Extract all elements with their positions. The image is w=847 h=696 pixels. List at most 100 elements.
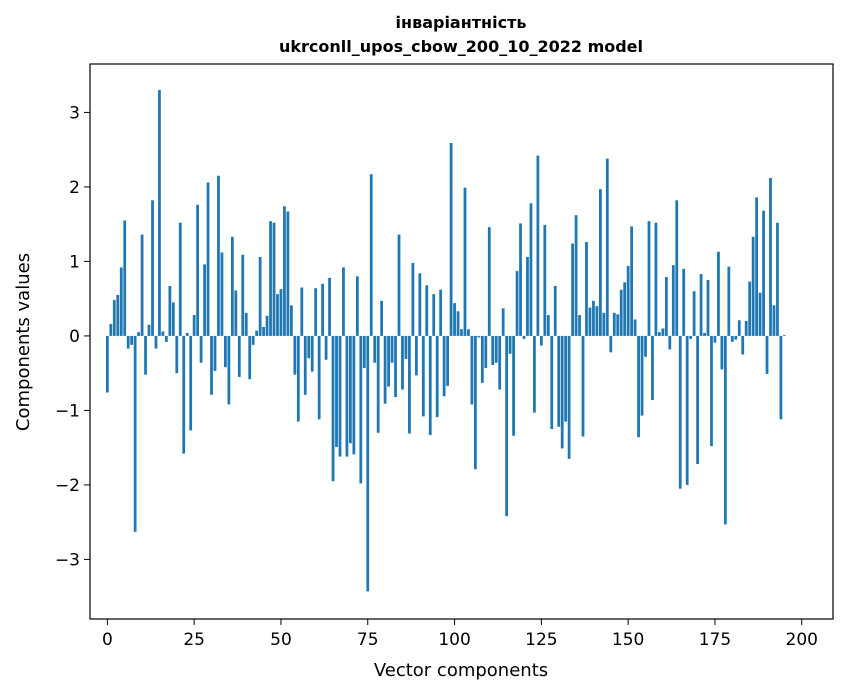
bar-component-99 [449, 142, 453, 336]
bar-component-109 [484, 335, 488, 368]
bar-component-26 [196, 204, 200, 336]
bar-component-42 [251, 335, 255, 345]
bar-component-59 [310, 335, 314, 372]
bar-component-67 [338, 335, 342, 457]
y-axis-ticks: −3 −2 −1 0 1 2 3 [55, 103, 90, 570]
x-axis-ticks: 0 25 50 75 100 125 150 175 200 [102, 619, 818, 650]
bar-component-190 [765, 335, 769, 374]
bar-component-94 [432, 294, 436, 336]
bar-component-39 [241, 254, 245, 336]
bar-component-21 [178, 222, 182, 336]
bar-component-76 [369, 174, 373, 336]
bar-component-151 [630, 226, 634, 336]
bar-component-114 [501, 308, 505, 336]
bar-component-137 [581, 335, 585, 437]
bar-component-97 [442, 335, 446, 397]
bar-component-12 [147, 324, 151, 336]
bar-component-25 [192, 315, 196, 336]
bar-component-41 [248, 335, 252, 380]
x-tick-label: 0 [102, 630, 113, 650]
bar-component-52 [286, 211, 290, 336]
bar-component-10 [140, 234, 144, 336]
bar-component-160 [661, 328, 665, 336]
bar-component-171 [699, 274, 703, 336]
bar-component-129 [553, 286, 557, 336]
bar-component-38 [237, 335, 241, 377]
bar-component-156 [647, 221, 651, 336]
bar-component-69 [345, 335, 349, 457]
bar-component-5 [123, 220, 127, 336]
bar-component-101 [456, 311, 460, 336]
bar-component-68 [342, 267, 345, 336]
bar-component-155 [644, 335, 647, 357]
bar-component-34 [224, 335, 227, 368]
bar-component-195 [783, 335, 786, 336]
bar-component-89 [414, 335, 418, 376]
bar-component-63 [324, 335, 328, 360]
bar-component-71 [352, 335, 356, 455]
bar-component-189 [762, 210, 765, 336]
bar-component-170 [696, 335, 699, 465]
bar-component-130 [557, 335, 561, 427]
bar-component-50 [279, 288, 283, 336]
x-tick-label: 50 [270, 630, 292, 650]
bar-component-60 [314, 288, 318, 336]
bar-component-184 [744, 321, 748, 336]
bar-component-86 [404, 335, 408, 359]
bar-component-2 [112, 300, 116, 336]
bar-component-80 [383, 335, 387, 404]
bar-component-161 [664, 277, 668, 336]
bar-component-146 [612, 312, 616, 336]
bar-component-185 [748, 281, 752, 336]
bar-component-78 [376, 335, 380, 433]
bar-component-79 [380, 300, 384, 336]
bar-component-6 [126, 335, 130, 349]
bar-component-172 [703, 332, 706, 336]
x-tick-label: 175 [699, 630, 731, 650]
bar-component-0 [105, 335, 109, 393]
bar-component-142 [598, 189, 602, 336]
y-tick-label: 1 [69, 252, 80, 272]
bar-component-13 [151, 200, 154, 336]
bar-component-164 [675, 200, 679, 336]
bar-component-51 [283, 206, 286, 336]
bar-component-53 [289, 305, 293, 336]
bar-component-9 [137, 332, 140, 336]
bar-component-93 [428, 335, 432, 435]
bar-component-183 [741, 335, 745, 355]
bar-component-194 [779, 335, 783, 420]
bar-component-169 [692, 291, 696, 336]
bar-component-29 [206, 182, 210, 336]
chart-title-line-1: інваріантність [396, 13, 527, 32]
bar-component-112 [494, 335, 498, 363]
bar-component-127 [546, 315, 550, 336]
bar-component-135 [574, 215, 578, 336]
bar-component-8 [133, 335, 137, 532]
bar-component-103 [463, 187, 467, 336]
bar-component-152 [633, 319, 637, 336]
bar-component-88 [411, 262, 415, 336]
bar-component-173 [706, 280, 710, 336]
bar-component-27 [199, 335, 203, 363]
bar-component-47 [269, 221, 272, 336]
bar-component-180 [730, 335, 734, 342]
bar-component-74 [362, 335, 366, 368]
bar-component-57 [303, 335, 307, 395]
bar-component-15 [158, 90, 161, 336]
x-tick-label: 75 [357, 630, 379, 650]
bar-component-111 [491, 335, 495, 365]
bar-component-191 [769, 177, 772, 336]
y-tick-label: 3 [69, 103, 80, 123]
bar-component-83 [394, 335, 397, 397]
x-tick-label: 150 [612, 630, 644, 650]
bar-component-87 [408, 335, 411, 434]
bar-component-3 [116, 294, 120, 336]
bar-component-61 [317, 335, 321, 420]
bar-component-126 [543, 224, 547, 336]
bar-component-141 [595, 306, 599, 336]
bar-component-54 [293, 335, 297, 375]
bar-component-14 [154, 335, 158, 349]
bar-component-118 [515, 271, 519, 336]
bar-component-192 [772, 305, 776, 336]
